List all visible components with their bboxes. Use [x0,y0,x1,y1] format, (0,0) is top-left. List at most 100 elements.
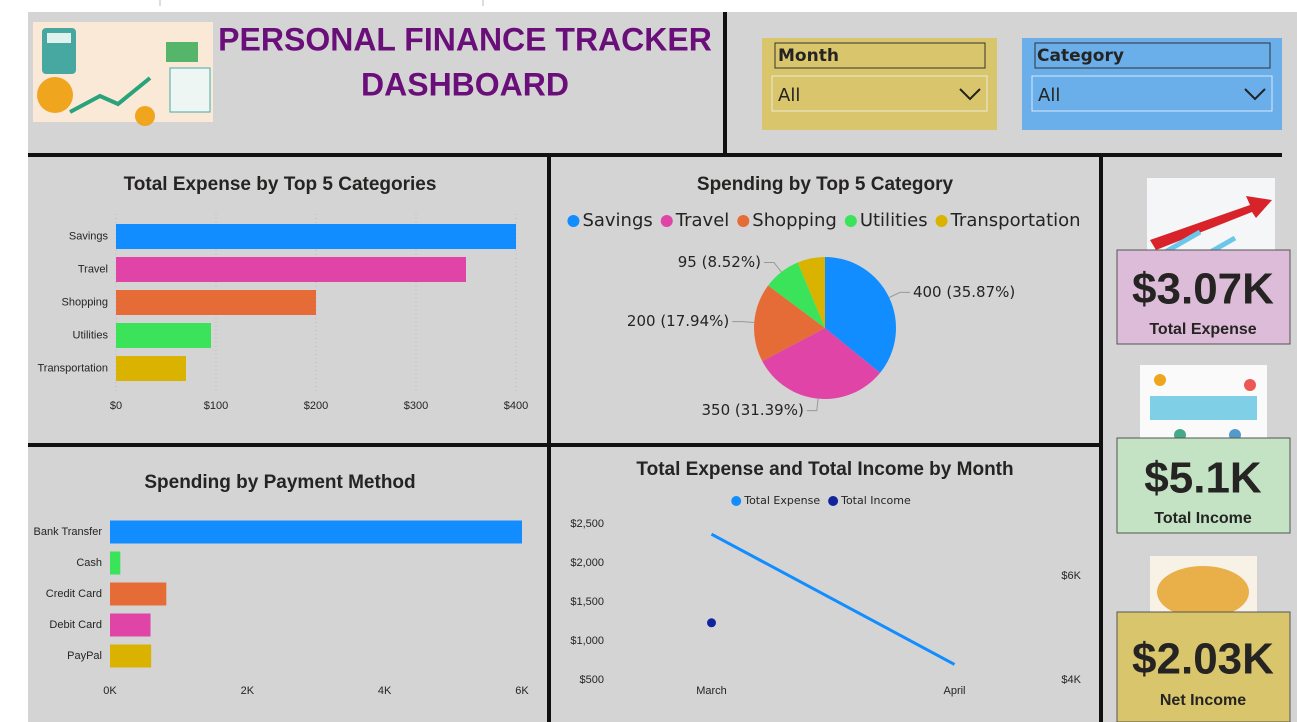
y-tick-label: Utilities [73,329,109,341]
leader-line [732,321,755,324]
legend-marker [567,215,580,227]
filter-label-box [774,42,986,69]
legend-marker [844,215,857,227]
x-tick-label: 6K [515,685,529,697]
month-filter[interactable]: Month All [762,38,997,130]
pie-slice [768,262,825,328]
header-image [33,22,213,126]
x-tick-label: $200 [304,400,328,412]
kpi-card [1116,249,1291,345]
y-tick-label: Savings [69,230,109,242]
bar [110,582,167,606]
legend-marker [828,496,839,506]
y-tick-label: Debit Card [49,619,102,631]
x-tick-label: 2K [241,685,255,697]
legend-label: Savings [582,210,652,231]
x-tick-label: 0K [103,685,117,697]
bar [110,613,151,637]
bar [116,257,466,282]
y2-tick-label: $4K [1061,674,1081,686]
dashboard-title: PERSONAL FINANCE TRACKER [218,21,712,57]
filter-dropdown[interactable] [771,75,988,112]
pie-slice [762,328,881,399]
kpi-value: $2.03K [1132,635,1274,684]
legend-label: Utilities [860,210,928,231]
x-tick-label: March [696,685,727,697]
y-tick-label: $2,500 [570,518,604,530]
kpi-label: Net Income [1160,692,1246,709]
legend-marker [660,215,673,227]
pie-slice [825,257,896,373]
filter-label: Category [1037,46,1124,66]
kpi-label: Total Expense [1149,321,1256,338]
x-tick-label: $400 [504,400,528,412]
y-tick-label: $2,000 [570,557,604,569]
kpi-value: $5.1K [1144,454,1262,503]
pie-slice [797,257,825,328]
leader-line [888,291,910,298]
filter-label-box [1034,42,1271,69]
bar [116,323,211,348]
legend-label: Shopping [752,210,837,231]
kpi-label: Total Income [1154,510,1252,527]
legend-marker [737,215,750,227]
filter-dropdown[interactable] [1031,75,1273,112]
y2-tick-label: $6K [1061,570,1081,582]
legend-marker [935,215,948,227]
x-tick-label: 4K [378,685,392,697]
dividers [28,12,1282,722]
kpi-value: $3.07K [1132,265,1274,314]
y-tick-label: Bank Transfer [34,526,103,538]
leader-line [806,398,819,412]
legend-label: Travel [675,210,730,231]
category-filter[interactable]: Category All [1022,38,1282,130]
y-tick-label: $1,000 [570,635,604,647]
line-point [707,618,716,628]
y-tick-label: Credit Card [46,588,102,600]
y-tick-label: Cash [76,557,102,569]
dashboard-background [28,12,1297,722]
leader-line [763,262,782,273]
income-image [1140,365,1267,448]
data-label: 400 (35.87%) [913,283,1015,301]
chart-title: Total Expense and Total Income by Month [636,459,1013,480]
filter-value: All [778,85,800,106]
filter-value: All [1038,85,1060,106]
legend-label: Transportation [950,210,1081,231]
y-tick-label: $1,500 [570,596,604,608]
x-tick-label: $300 [404,400,428,412]
dashboard-title: DASHBOARD [361,66,569,102]
chart-title: Total Expense by Top 5 Categories [124,174,437,195]
chart-title: Spending by Top 5 Category [697,174,954,195]
line [710,532,956,666]
data-label: 200 (17.94%) [627,312,729,330]
x-tick-label: $100 [204,400,228,412]
kpi-card [1116,611,1291,722]
bar [110,551,121,575]
y-tick-label: Shopping [62,296,109,308]
legend-label: Total Expense [743,494,820,507]
kpi-card [1116,437,1291,534]
pie-slice [753,285,825,362]
chevron [1244,88,1266,101]
legend-marker [731,496,742,506]
x-tick-label: $0 [110,400,122,412]
filter-label: Month [778,46,839,66]
data-label: 350 (31.39%) [702,401,804,419]
bar [110,644,152,668]
y-tick-label: PayPal [67,650,102,662]
expense-image [1147,178,1275,261]
bar [110,520,522,544]
y-tick-label: $500 [580,674,604,686]
bar [116,224,516,249]
y-tick-label: Travel [78,263,108,275]
x-tick-label: April [943,685,965,697]
y-tick-label: Transportation [37,362,108,374]
bar [116,290,316,315]
chevron [959,88,981,101]
data-label: 95 (8.52%) [678,253,761,271]
legend-label: Total Income [840,494,911,507]
bar [116,356,186,381]
chart-title: Spending by Payment Method [144,472,415,493]
